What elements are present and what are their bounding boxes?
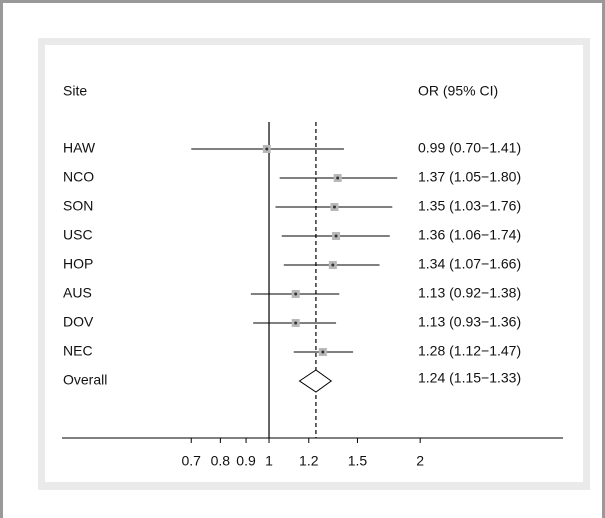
or-label: 1.13 (0.93−1.36) — [418, 314, 521, 330]
x-tick-label: 0.7 — [182, 453, 202, 469]
or-label: 1.24 (1.15−1.33) — [418, 370, 521, 386]
overall-diamond — [298, 369, 333, 393]
estimate-dot — [294, 321, 298, 325]
estimate-dot — [331, 263, 335, 267]
site-label: SON — [63, 198, 93, 214]
or-label: 1.13 (0.92−1.38) — [418, 285, 521, 301]
or-label: 1.36 (1.06−1.74) — [418, 227, 521, 243]
or-label: 1.37 (1.05−1.80) — [418, 169, 521, 185]
site-label: NEC — [63, 343, 93, 359]
site-label: USC — [63, 227, 93, 243]
estimate-dot — [336, 176, 340, 180]
site-label: Overall — [63, 372, 107, 388]
or-label: 1.35 (1.03−1.76) — [418, 198, 521, 214]
site-label: NCO — [63, 169, 94, 185]
estimate-dot — [294, 292, 298, 296]
site-label: AUS — [63, 285, 92, 301]
x-tick-label: 1.2 — [299, 453, 319, 469]
x-tick-label: 1 — [265, 453, 273, 469]
plot-area — [45, 45, 583, 482]
site-label: HAW — [63, 140, 96, 156]
estimate-dot — [321, 350, 325, 354]
x-tick-label: 0.8 — [211, 453, 231, 469]
estimate-dot — [265, 147, 269, 151]
or-label: 1.28 (1.12−1.47) — [418, 343, 521, 359]
column-header: Site — [63, 83, 87, 99]
estimate-dot — [334, 234, 338, 238]
site-label: DOV — [63, 314, 94, 330]
or-label: 0.99 (0.70−1.41) — [418, 140, 521, 156]
x-tick-label: 0.9 — [236, 453, 256, 469]
x-tick-label: 1.5 — [348, 453, 368, 469]
column-header: OR (95% CI) — [418, 83, 498, 99]
or-label: 1.34 (1.07−1.66) — [418, 256, 521, 272]
x-tick-label: 2 — [416, 453, 424, 469]
estimate-dot — [332, 205, 336, 209]
site-label: HOP — [63, 256, 93, 272]
